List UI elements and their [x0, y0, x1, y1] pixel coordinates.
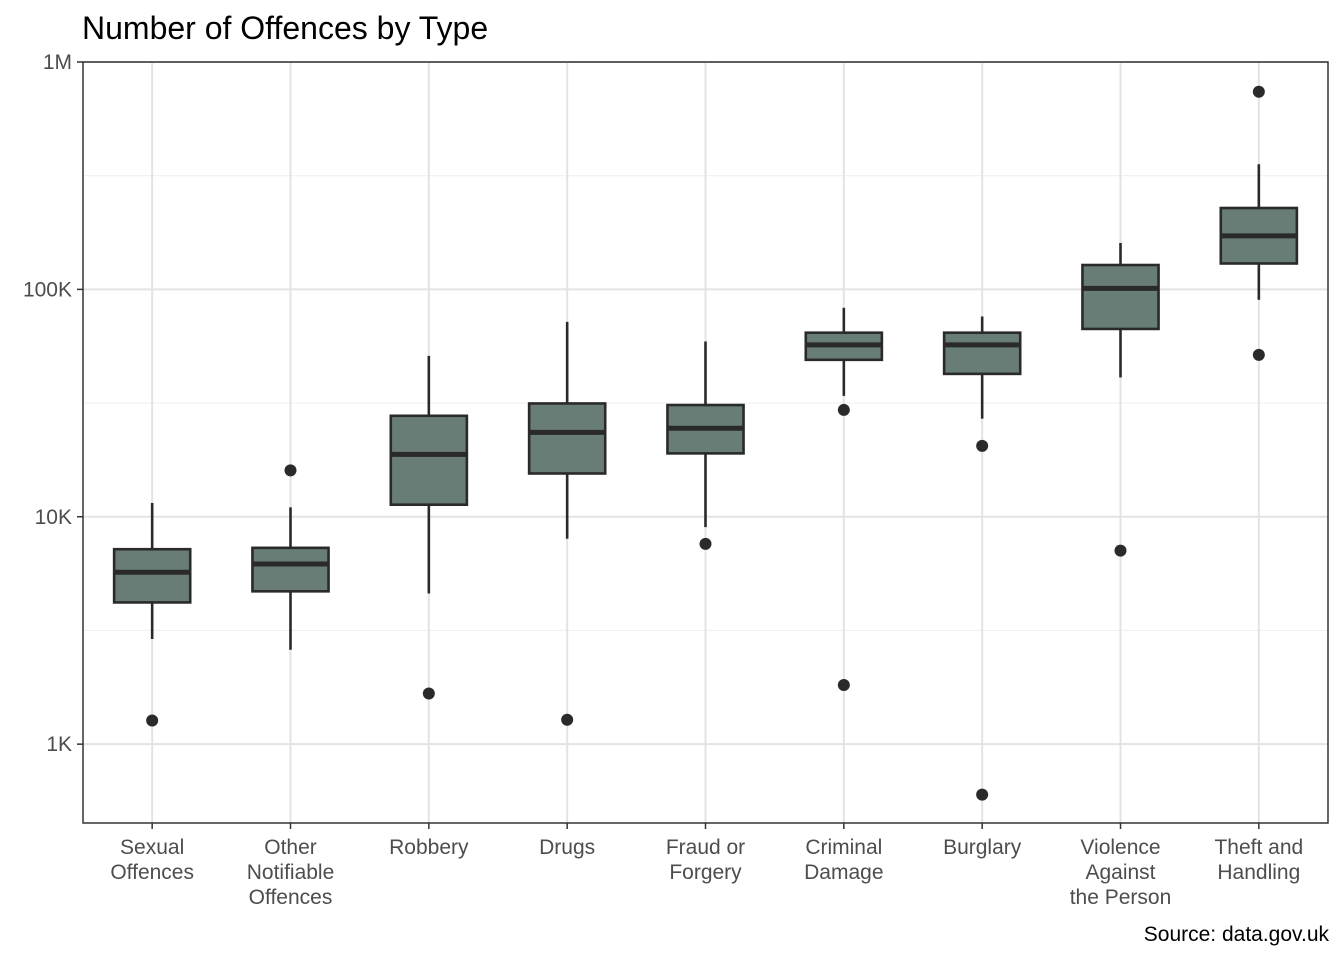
outlier-point	[561, 713, 574, 726]
x-tick-label: Fraud or	[666, 836, 745, 859]
y-tick-label: 10K	[35, 506, 72, 529]
x-tick-label: Drugs	[539, 836, 595, 859]
box-body	[942, 331, 1022, 376]
outlier-point	[837, 679, 850, 692]
chart-caption: Source: data.gov.uk	[1144, 923, 1330, 946]
box-body	[527, 402, 607, 475]
box-group	[804, 307, 884, 692]
box-body	[251, 546, 330, 593]
x-tick-label: Theft and	[1214, 836, 1303, 859]
box-group	[1081, 242, 1160, 557]
box-group	[389, 355, 469, 700]
y-tick-label: 1K	[46, 733, 72, 756]
box-group	[942, 316, 1022, 801]
y-axis: 1K 10K 100K 1M	[23, 51, 83, 756]
y-tick-label: 100K	[23, 278, 72, 301]
box-group	[112, 502, 192, 727]
x-axis: SexualOffencesOtherNotifiableOffencesRob…	[110, 823, 1303, 909]
box-group	[251, 464, 330, 650]
x-tick-label: Offences	[110, 861, 194, 884]
x-tick-label: Offences	[249, 886, 333, 909]
outlier-point	[976, 788, 989, 801]
x-tick-label: Damage	[804, 861, 883, 884]
box-series	[112, 85, 1299, 801]
x-tick-label: Sexual	[120, 836, 184, 859]
outlier-point	[1252, 85, 1265, 98]
outlier-point	[422, 687, 435, 700]
outlier-point	[1252, 348, 1265, 361]
outlier-point	[976, 439, 989, 452]
plot-panel-border	[82, 61, 1329, 824]
outlier-point	[837, 403, 850, 416]
x-tick-label: Burglary	[943, 836, 1022, 859]
outlier-point	[146, 714, 159, 727]
chart-title: Number of Offences by Type	[82, 10, 488, 46]
x-tick-label: Notifiable	[247, 861, 335, 884]
box-body	[1081, 263, 1160, 331]
box-body	[112, 547, 192, 604]
box-group	[1219, 85, 1299, 361]
x-tick-label: Violence	[1080, 836, 1160, 859]
x-tick-label: Forgery	[669, 861, 742, 884]
box-body	[389, 414, 469, 506]
box-group	[666, 341, 745, 550]
x-tick-label: Robbery	[389, 836, 469, 859]
x-tick-label: Against	[1085, 861, 1155, 884]
box-group	[527, 321, 607, 726]
outlier-point	[699, 537, 712, 550]
x-tick-label: Criminal	[805, 836, 882, 859]
x-tick-label: Handling	[1217, 861, 1300, 884]
x-tick-label: the Person	[1070, 886, 1172, 909]
outlier-point	[284, 464, 297, 477]
x-tick-label: Other	[264, 836, 317, 859]
y-tick-label: 1M	[43, 51, 72, 74]
outlier-point	[1114, 544, 1127, 557]
